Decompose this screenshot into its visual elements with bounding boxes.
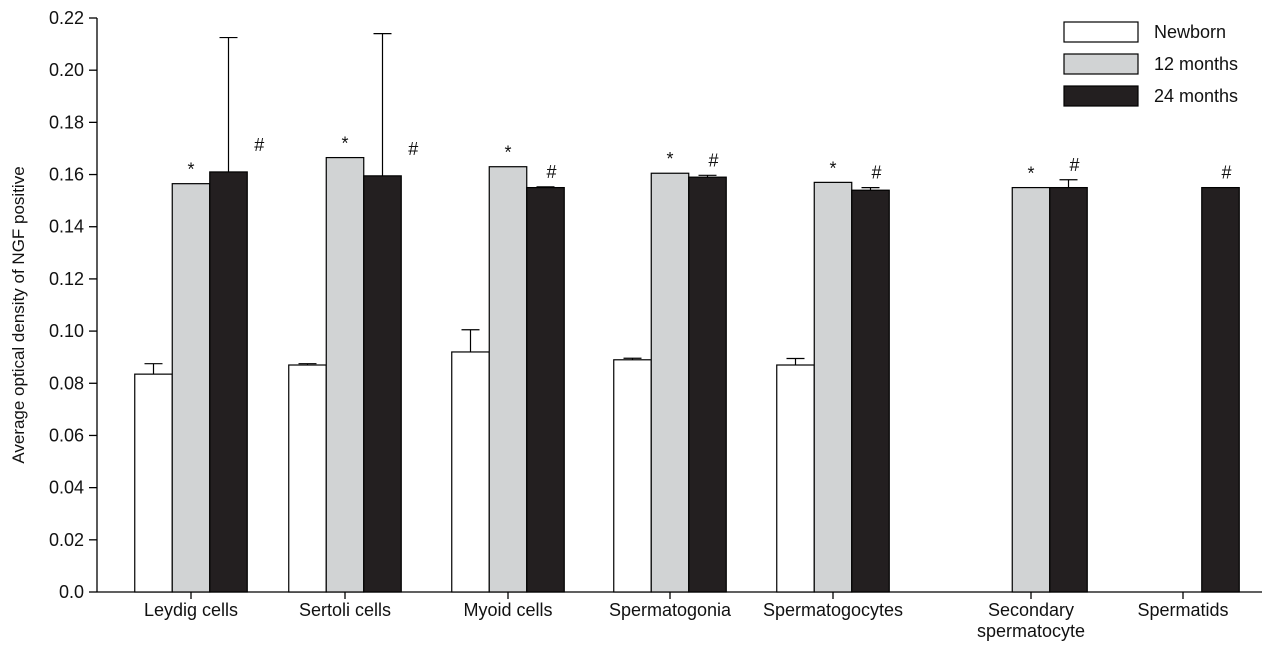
bar <box>851 189 890 593</box>
x-tick-label: Spermatids <box>1137 600 1228 620</box>
significance-mark: # <box>408 139 418 159</box>
legend-swatch <box>1063 21 1139 43</box>
y-tick-label: 0.18 <box>49 112 84 132</box>
legend-label: 12 months <box>1154 54 1238 74</box>
x-tick-label: Spermatogonia <box>609 600 732 620</box>
bar <box>1049 186 1088 593</box>
bars-layer <box>134 33 1240 593</box>
x-tick-label: Myoid cells <box>463 600 552 620</box>
significance-mark: * <box>341 134 348 154</box>
significance-mark: # <box>546 162 556 182</box>
x-tick-label: Secondary <box>988 600 1074 620</box>
x-tick-label: spermatocyte <box>977 621 1085 641</box>
significance-mark: * <box>829 158 836 178</box>
bar <box>209 171 248 593</box>
bar <box>363 175 402 593</box>
y-tick-label: 0.16 <box>49 165 84 185</box>
significance-mark: # <box>1069 155 1079 175</box>
y-tick-label: 0.14 <box>49 217 84 237</box>
y-tick-label: 0.10 <box>49 321 84 341</box>
bar <box>288 364 327 593</box>
bar <box>1201 186 1240 593</box>
axes-layer: 0.0 0.02 0.04 0.06 0.08 0.10 0.12 0.14 0.16 0.18 0… <box>9 8 1262 641</box>
bar <box>650 172 690 593</box>
y-tick-label: 0.12 <box>49 269 84 289</box>
significance-mark: # <box>708 150 718 170</box>
legend-label: Newborn <box>1154 22 1226 42</box>
y-tick-label: 0.08 <box>49 373 84 393</box>
bar <box>776 364 815 593</box>
bar <box>613 359 652 593</box>
bar <box>688 176 727 593</box>
y-tick-label: 0.06 <box>49 425 84 445</box>
x-tick-label: Sertoli cells <box>299 600 391 620</box>
y-tick-label: 0.0 <box>59 582 84 602</box>
bar <box>134 373 173 593</box>
significance-mark: * <box>1027 164 1034 184</box>
y-tick-label: 0.02 <box>49 530 84 550</box>
significance-mark: * <box>187 160 194 180</box>
y-tick-label: 0.22 <box>49 8 84 28</box>
bar <box>526 186 565 593</box>
bar <box>171 183 211 593</box>
y-tick-label: 0.20 <box>49 60 84 80</box>
significance-mark: # <box>254 135 264 155</box>
legend-swatch <box>1063 53 1139 75</box>
significance-mark: * <box>666 149 673 169</box>
significance-mark: # <box>1221 163 1231 183</box>
significance-mark: * <box>504 143 511 163</box>
bar <box>1011 186 1051 593</box>
legend: Newborn 12 months 24 months <box>1063 21 1238 107</box>
legend-label: 24 months <box>1154 86 1238 106</box>
significance-mark: # <box>871 163 881 183</box>
x-tick-label: Spermatogocytes <box>763 600 903 620</box>
legend-swatch <box>1063 85 1139 107</box>
x-tick-label: Leydig cells <box>144 600 238 620</box>
bar <box>488 166 528 593</box>
bar <box>325 156 365 593</box>
y-axis-title: Average optical density of NGF positive <box>9 166 28 463</box>
labels-layer: * # * # * # * # * # * # # <box>187 134 1231 184</box>
bar <box>813 181 853 593</box>
y-tick-label: 0.04 <box>49 478 84 498</box>
bar <box>451 351 490 593</box>
